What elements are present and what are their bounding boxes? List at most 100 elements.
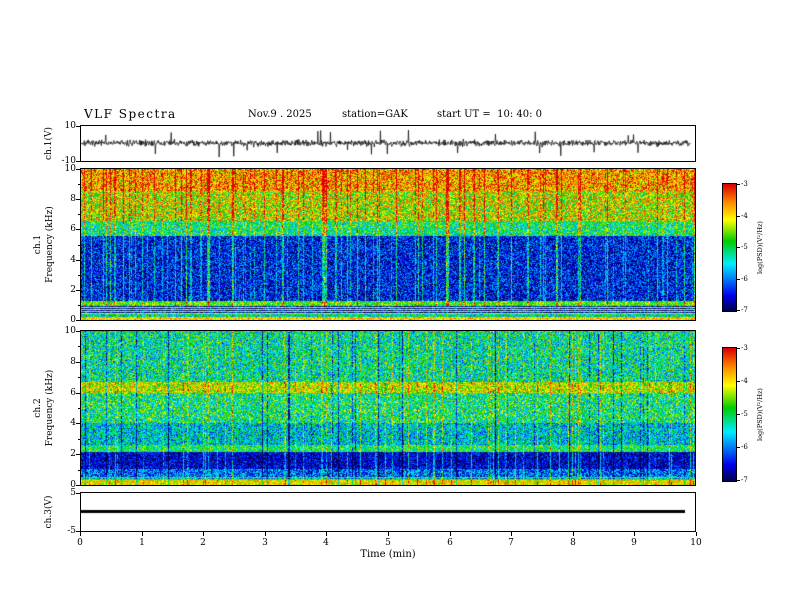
colorbar-tick-mark — [737, 348, 740, 349]
x-tick-mark — [450, 532, 451, 536]
y-minor-tick-mark — [78, 214, 80, 215]
header-station: station=GAK — [342, 109, 408, 120]
y-tick-label: -5 — [67, 526, 76, 536]
y-tick-label: 10 — [64, 326, 76, 336]
header-start-ut: start UT = 10: 40: 0 — [437, 109, 543, 120]
x-tick-label: 6 — [447, 538, 453, 548]
x-tick-mark — [203, 532, 204, 536]
x-tick-label: 2 — [200, 538, 206, 548]
ch2-colorbar — [722, 347, 737, 482]
y-minor-tick-mark — [78, 275, 80, 276]
colorbar-tick-mark — [737, 247, 740, 248]
y-tick-label: 6 — [70, 388, 76, 398]
colorbar-tick-label: -6 — [741, 443, 748, 451]
figure-title: VLF Spectra — [84, 107, 177, 121]
y-minor-tick-mark — [78, 184, 80, 185]
x-tick-mark — [696, 532, 697, 536]
colorbar-tick-mark — [737, 184, 740, 185]
ch1-waveform-canvas — [81, 126, 695, 161]
y-tick-mark — [76, 454, 80, 455]
colorbar-tick-label: -6 — [741, 275, 748, 283]
colorbar-tick-label: -5 — [741, 410, 748, 418]
y-tick-mark — [76, 362, 80, 363]
colorbar-tick-mark — [737, 381, 740, 382]
y-tick-label: 10 — [64, 164, 76, 174]
header-date: Nov.9 . 2025 — [248, 109, 312, 120]
y-tick-mark — [76, 229, 80, 230]
y-tick-mark — [76, 290, 80, 291]
y-tick-label: 4 — [70, 418, 76, 428]
y-tick-mark — [76, 393, 80, 394]
y-minor-tick-mark — [78, 245, 80, 246]
y-tick-mark — [76, 531, 80, 532]
x-tick-mark — [326, 532, 327, 536]
y-tick-mark — [76, 485, 80, 486]
x-tick-label: 8 — [570, 538, 576, 548]
ch1-spectrogram-canvas — [81, 169, 695, 320]
colorbar-tick-label: -4 — [741, 377, 748, 385]
y-tick-mark — [76, 169, 80, 170]
x-tick-label: 4 — [323, 538, 329, 548]
x-tick-mark — [142, 532, 143, 536]
ch1-spec-channel-label: ch.1 — [33, 234, 43, 255]
colorbar-tick-label: -3 — [741, 344, 748, 352]
ch1-colorbar-label: log(PSD)(V²/Hz) — [756, 221, 764, 274]
colorbar-tick-mark — [737, 447, 740, 448]
x-tick-mark — [388, 532, 389, 536]
y-tick-label: 4 — [70, 255, 76, 265]
x-tick-label: 5 — [385, 538, 391, 548]
y-minor-tick-mark — [78, 408, 80, 409]
x-tick-label: 3 — [262, 538, 268, 548]
colorbar-tick-mark — [737, 310, 740, 311]
y-tick-label: 2 — [70, 449, 76, 459]
y-tick-mark — [76, 126, 80, 127]
y-minor-tick-mark — [78, 470, 80, 471]
y-minor-tick-mark — [78, 346, 80, 347]
ch1-spectrogram-panel — [80, 168, 696, 321]
ch2-spectrogram-panel — [80, 330, 696, 486]
y-tick-label: 8 — [70, 194, 76, 204]
y-tick-label: 5 — [70, 488, 76, 498]
colorbar-tick-mark — [737, 216, 740, 217]
ch3-trace-canvas — [81, 493, 695, 531]
y-tick-mark — [76, 199, 80, 200]
x-tick-label: 1 — [139, 538, 145, 548]
y-minor-tick-mark — [78, 439, 80, 440]
y-tick-mark — [76, 161, 80, 162]
colorbar-tick-label: -7 — [741, 306, 748, 314]
y-tick-label: 10 — [64, 121, 76, 131]
ch3-trace-panel — [80, 492, 696, 532]
colorbar-tick-label: -3 — [741, 180, 748, 188]
ch2-spec-frequency-axis-label: Frequency (kHz) — [45, 369, 55, 447]
x-axis-label: Time (min) — [360, 549, 416, 560]
x-tick-mark — [634, 532, 635, 536]
x-tick-mark — [80, 532, 81, 536]
y-tick-label: 8 — [70, 357, 76, 367]
ch2-spectrogram-canvas — [81, 331, 695, 485]
colorbar-tick-mark — [737, 414, 740, 415]
y-tick-mark — [76, 320, 80, 321]
ch2-colorbar-canvas — [723, 348, 736, 481]
y-tick-mark — [76, 423, 80, 424]
y-tick-label: 0 — [70, 315, 76, 325]
colorbar-tick-mark — [737, 279, 740, 280]
ch2-colorbar-label: log(PSD)(V²/Hz) — [756, 388, 764, 441]
y-tick-label: 6 — [70, 224, 76, 234]
x-tick-label: 10 — [690, 538, 702, 548]
x-tick-mark — [265, 532, 266, 536]
ch1-waveform-panel — [80, 125, 696, 162]
y-tick-mark — [76, 331, 80, 332]
y-tick-label: -10 — [61, 156, 77, 166]
ch2-spec-channel-label: ch.2 — [33, 398, 43, 418]
y-tick-label: 2 — [70, 285, 76, 295]
colorbar-tick-label: -4 — [741, 212, 748, 220]
colorbar-tick-label: -7 — [741, 476, 748, 484]
x-tick-mark — [511, 532, 512, 536]
y-tick-mark — [76, 260, 80, 261]
x-tick-label: 0 — [77, 538, 83, 548]
y-tick-mark — [76, 493, 80, 494]
y-minor-tick-mark — [78, 305, 80, 306]
ch1-colorbar-canvas — [723, 184, 736, 311]
x-tick-label: 7 — [508, 538, 514, 548]
